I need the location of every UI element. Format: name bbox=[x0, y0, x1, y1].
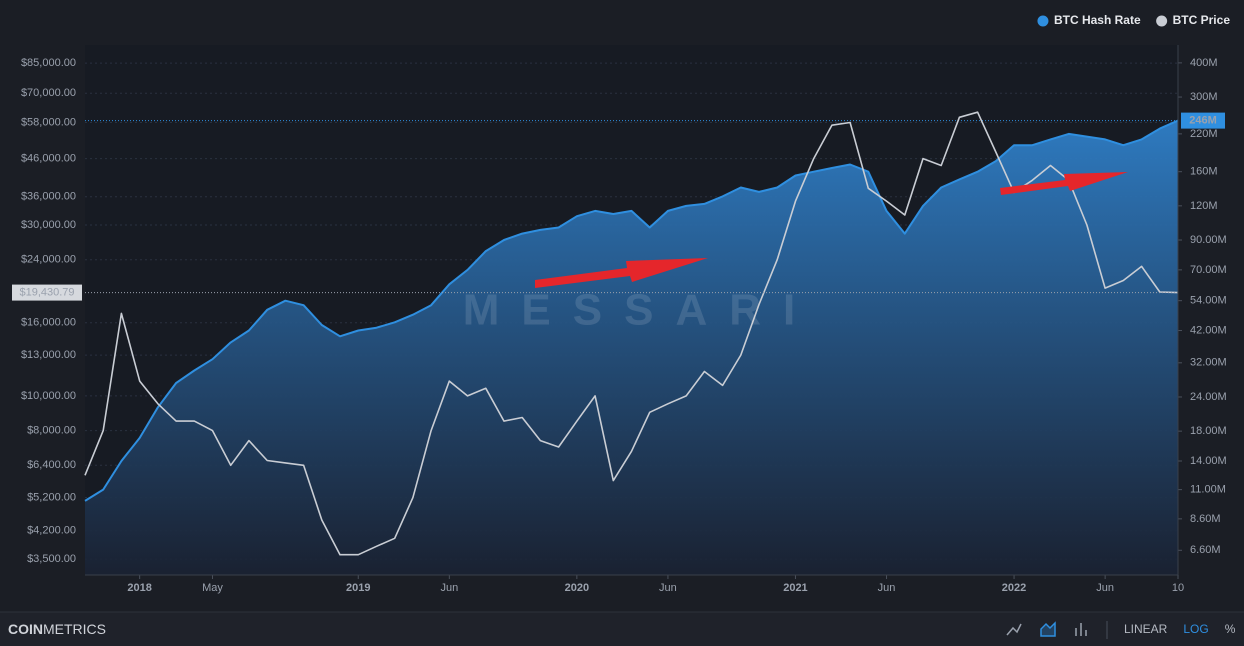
legend-label[interactable]: BTC Hash Rate bbox=[1054, 13, 1141, 27]
line-icon[interactable] bbox=[1006, 623, 1022, 636]
last-value-label: 246M bbox=[1189, 115, 1217, 127]
y2-tick-label: 8.60M bbox=[1190, 513, 1221, 525]
y2-tick-label: 300M bbox=[1190, 91, 1218, 103]
last-value-tag bbox=[12, 284, 82, 301]
scale-modes: LINEAR LOG% bbox=[1124, 622, 1236, 636]
series-line bbox=[84, 111, 1179, 556]
y-tick-label: $16,000.00 bbox=[21, 317, 76, 329]
area-icon[interactable] bbox=[1040, 621, 1056, 637]
last-value-label: $19,430.79 bbox=[19, 286, 74, 298]
y-tick-label: $8,000.00 bbox=[27, 424, 76, 436]
scale-mode[interactable]: LINEAR bbox=[1124, 622, 1168, 636]
x-tick-label: 2018 bbox=[127, 582, 151, 594]
x-tick-label: Jun bbox=[878, 582, 896, 594]
y2-tick-label: 160M bbox=[1190, 166, 1218, 178]
x-tick-label: 2019 bbox=[346, 582, 370, 594]
y-tick-label: $85,000.00 bbox=[21, 57, 76, 69]
legend-label[interactable]: BTC Price bbox=[1173, 13, 1231, 27]
scale-mode[interactable]: % bbox=[1225, 622, 1236, 636]
x-tick-label: Jun bbox=[1096, 582, 1114, 594]
y2-tick-label: 6.60M bbox=[1190, 544, 1221, 556]
y-tick-label: $3,500.00 bbox=[27, 553, 76, 565]
marks bbox=[84, 111, 1179, 575]
x-tick-label: 2020 bbox=[565, 582, 589, 594]
y2-tick-label: 18.00M bbox=[1190, 425, 1227, 437]
y-tick-label: $70,000.00 bbox=[21, 87, 76, 99]
y2-tick-label: 42.00M bbox=[1190, 324, 1227, 336]
chart-type-icons[interactable] bbox=[1006, 621, 1108, 639]
y2-tick-label: 54.00M bbox=[1190, 295, 1227, 307]
y2-tick-label: 220M bbox=[1190, 128, 1218, 140]
brand: METRICS bbox=[43, 621, 106, 637]
x-tick-label: May bbox=[202, 582, 223, 594]
y-tick-label: $4,200.00 bbox=[27, 525, 76, 537]
y-tick-label: $5,200.00 bbox=[27, 491, 76, 503]
brand-bold: COIN bbox=[8, 621, 43, 637]
annotation-arrows bbox=[535, 172, 1128, 288]
bar-icon[interactable] bbox=[1075, 623, 1087, 636]
axes: $85,000.00 $70,000.00 $58,000.00 $46,000.00… bbox=[12, 45, 1227, 594]
y-tick-label: $46,000.00 bbox=[21, 152, 76, 164]
arrow bbox=[535, 258, 708, 288]
last-value-tag bbox=[1181, 112, 1225, 129]
y-tick-label: $30,000.00 bbox=[21, 219, 76, 231]
y-tick-label: $13,000.00 bbox=[21, 349, 76, 361]
x-tick-label: 2021 bbox=[783, 582, 807, 594]
y2-tick-label: 32.00M bbox=[1190, 357, 1227, 369]
legend-swatch[interactable] bbox=[1156, 15, 1168, 27]
x-tick-label: 2022 bbox=[1002, 582, 1026, 594]
legend: BTC Price BTC Hash Rate bbox=[1037, 13, 1230, 27]
y2-tick-label: 400M bbox=[1190, 57, 1218, 69]
y2-tick-label: 24.00M bbox=[1190, 391, 1227, 403]
y2-tick-label: 11.00M bbox=[1190, 484, 1226, 496]
y2-tick-label: 14.00M bbox=[1190, 455, 1227, 467]
arrow bbox=[1000, 172, 1128, 195]
series-line bbox=[84, 119, 1179, 502]
legend-swatch[interactable] bbox=[1037, 15, 1049, 27]
scale-mode[interactable]: LOG bbox=[1183, 622, 1208, 636]
y-tick-label: $36,000.00 bbox=[21, 191, 76, 203]
y-tick-label: $24,000.00 bbox=[21, 254, 76, 266]
x-tick-label: Jun bbox=[659, 582, 677, 594]
footer-brand: COINMETRICS bbox=[8, 621, 106, 637]
x-tick-label: Jun bbox=[440, 582, 458, 594]
y2-tick-label: 120M bbox=[1190, 200, 1218, 212]
y-tick-label: $6,400.00 bbox=[27, 459, 76, 471]
y2-tick-label: 70.00M bbox=[1190, 264, 1227, 276]
x-tick-label: 10 bbox=[1172, 582, 1184, 594]
y-tick-label: $58,000.00 bbox=[21, 116, 76, 128]
footer-bar bbox=[0, 612, 1244, 646]
y-tick-label: $10,000.00 bbox=[21, 390, 76, 402]
y2-tick-label: 90.00M bbox=[1190, 234, 1227, 246]
watermark: MESSARI bbox=[463, 286, 817, 335]
